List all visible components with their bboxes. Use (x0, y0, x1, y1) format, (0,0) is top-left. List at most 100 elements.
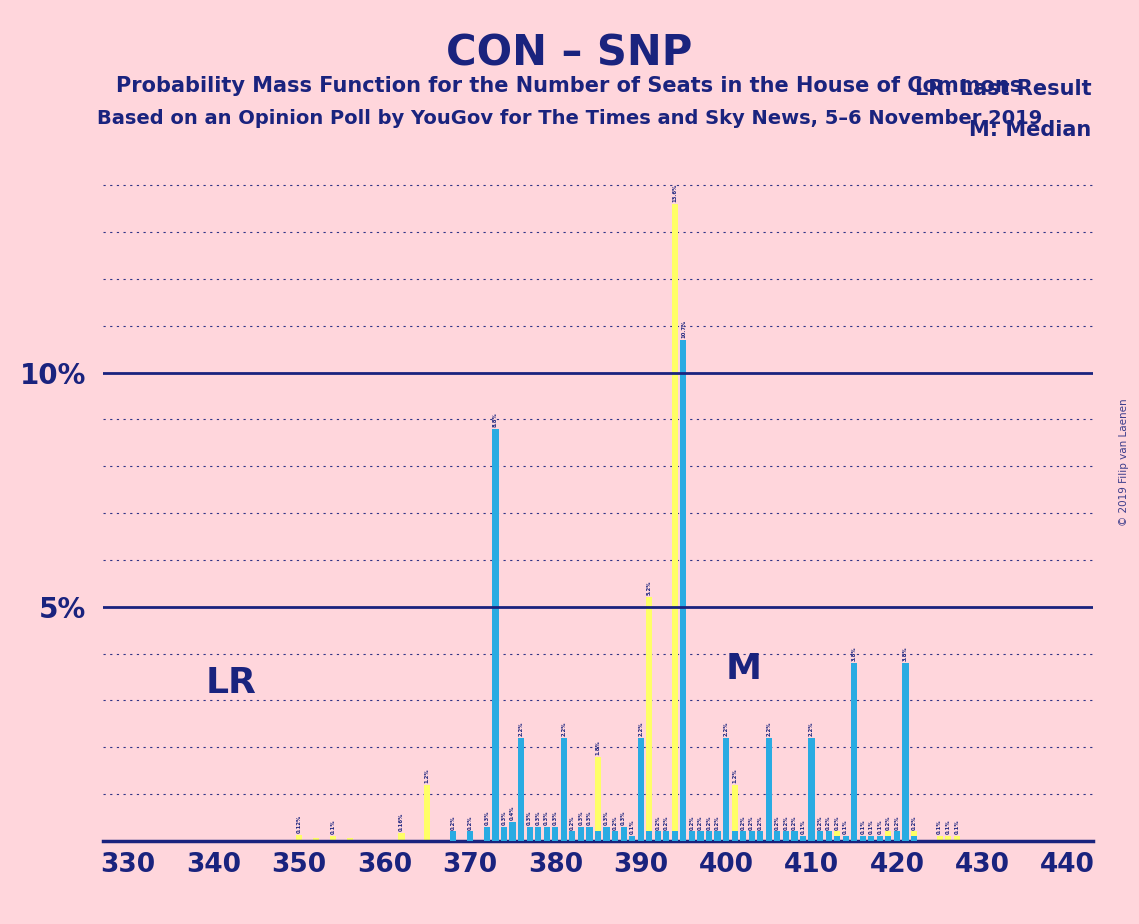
Text: 0.2%: 0.2% (613, 815, 617, 830)
Bar (697, 832, 704, 841)
Bar (809, 738, 814, 841)
Text: 0.3%: 0.3% (501, 810, 507, 825)
Text: 0.16%: 0.16% (399, 813, 404, 832)
Text: 0.2%: 0.2% (818, 815, 822, 830)
Bar (689, 832, 695, 841)
Text: 0.2%: 0.2% (467, 815, 473, 830)
Text: Based on an Opinion Poll by YouGov for The Times and Sky News, 5–6 November 2019: Based on an Opinion Poll by YouGov for T… (97, 109, 1042, 128)
Text: 0.2%: 0.2% (886, 815, 891, 830)
Bar (577, 832, 584, 841)
Text: 0.2%: 0.2% (894, 815, 900, 830)
Text: 0.1%: 0.1% (945, 820, 951, 834)
Bar (740, 832, 746, 841)
Text: 0.2%: 0.2% (664, 815, 669, 830)
Text: 0.1%: 0.1% (937, 820, 942, 834)
Text: 0.2%: 0.2% (835, 815, 839, 830)
Text: 0.2%: 0.2% (698, 815, 703, 830)
Text: 0.1%: 0.1% (630, 820, 634, 834)
Text: 0.2%: 0.2% (784, 815, 788, 830)
Bar (706, 832, 712, 841)
Bar (731, 832, 738, 841)
Text: 0.3%: 0.3% (552, 810, 558, 825)
Bar (621, 827, 626, 841)
Bar (945, 836, 951, 841)
Text: LR: Last Result: LR: Last Result (915, 79, 1091, 99)
Text: 0.3%: 0.3% (604, 810, 609, 825)
Bar (885, 832, 892, 841)
Bar (509, 822, 516, 841)
Bar (902, 663, 909, 841)
Bar (1039, 840, 1046, 841)
Bar (604, 827, 609, 841)
Bar (782, 832, 789, 841)
Bar (612, 832, 618, 841)
Bar (740, 832, 746, 841)
Bar (680, 340, 687, 841)
Text: 0.2%: 0.2% (450, 815, 456, 830)
Bar (347, 838, 353, 841)
Text: 0.1%: 0.1% (843, 820, 849, 834)
Bar (765, 738, 772, 841)
Bar (399, 833, 404, 841)
Bar (629, 836, 636, 841)
Bar (748, 832, 755, 841)
Bar (587, 827, 592, 841)
Text: 1.8%: 1.8% (596, 740, 600, 755)
Bar (467, 832, 473, 841)
Text: 10.7%: 10.7% (681, 320, 686, 338)
Bar (543, 827, 550, 841)
Text: 0.1%: 0.1% (330, 820, 336, 834)
Bar (492, 832, 499, 841)
Text: 0.2%: 0.2% (740, 815, 746, 830)
Text: 2.2%: 2.2% (809, 722, 814, 736)
Text: 0.2%: 0.2% (689, 815, 695, 830)
Bar (748, 832, 755, 841)
Bar (980, 840, 985, 841)
Text: 0.3%: 0.3% (527, 810, 532, 825)
Bar (800, 836, 806, 841)
Bar (868, 836, 875, 841)
Text: 0.4%: 0.4% (510, 806, 515, 821)
Bar (595, 757, 601, 841)
Bar (424, 784, 431, 841)
Bar (723, 832, 729, 841)
Bar (330, 836, 336, 841)
Text: 0.3%: 0.3% (535, 810, 541, 825)
Bar (851, 663, 858, 841)
Text: 0.1%: 0.1% (869, 820, 874, 834)
Bar (518, 738, 524, 841)
Text: 0.2%: 0.2% (792, 815, 797, 830)
Text: 0.1%: 0.1% (801, 820, 805, 834)
Text: 0.2%: 0.2% (749, 815, 754, 830)
Text: 0.3%: 0.3% (587, 810, 592, 825)
Bar (595, 832, 601, 841)
Bar (765, 832, 772, 841)
Bar (1022, 840, 1029, 841)
Text: 0.2%: 0.2% (826, 815, 831, 830)
Bar (714, 832, 721, 841)
Bar (646, 597, 653, 841)
Bar (782, 832, 789, 841)
Text: 0.1%: 0.1% (954, 820, 959, 834)
Bar (775, 832, 780, 841)
Bar (560, 832, 567, 841)
Bar (714, 832, 721, 841)
Bar (800, 836, 806, 841)
Bar (364, 840, 370, 841)
Text: 0.2%: 0.2% (911, 815, 917, 830)
Bar (570, 832, 575, 841)
Bar (313, 838, 319, 841)
Bar (663, 832, 670, 841)
Bar (382, 840, 387, 841)
Bar (672, 832, 678, 841)
Text: 0.3%: 0.3% (484, 810, 490, 825)
Bar (826, 832, 831, 841)
Bar (655, 832, 661, 841)
Bar (834, 836, 841, 841)
Text: CON – SNP: CON – SNP (446, 32, 693, 74)
Bar (860, 836, 866, 841)
Text: 2.2%: 2.2% (638, 722, 644, 736)
Text: 0.3%: 0.3% (579, 810, 583, 825)
Bar (638, 832, 644, 841)
Bar (484, 827, 490, 841)
